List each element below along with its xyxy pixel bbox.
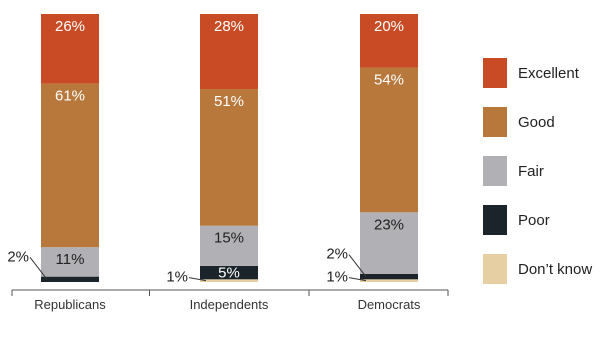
callout-line-democrats-don-t-know — [348, 277, 367, 282]
callout-label-republicans-poor: 2% — [7, 248, 29, 265]
bar-label-republicans-fair: 11% — [56, 251, 85, 268]
bar-labels-group: 11% 61% 26% 5% 15% 51% 28% 23% 54% 20% — [55, 18, 404, 281]
bar-segment-independents-poor — [200, 265, 258, 280]
category-label-independents: Independents — [190, 297, 269, 312]
bar-segment-republicans-poor — [41, 276, 99, 282]
callout-line-democrats-poor — [348, 254, 367, 277]
bar-segment-independents-don-t-know — [200, 279, 258, 282]
bar-segment-democrats-excellent — [360, 14, 418, 68]
legend-label-poor: Poor — [518, 212, 550, 229]
bar-segment-democrats-don-t-know — [360, 279, 418, 282]
bar-segment-democrats-good — [360, 67, 418, 213]
callout-label-democrats-poor: 2% — [326, 246, 348, 263]
bar-segment-independents-excellent — [200, 14, 258, 90]
bar-label-democrats-fair: 23% — [374, 216, 404, 233]
callouts-group: 2% 1% 1% 2% — [7, 246, 367, 286]
bar-label-republicans-good: 61% — [55, 88, 85, 105]
legend-label-fair: Fair — [518, 163, 544, 180]
legend-swatch-fair — [483, 156, 507, 186]
bar-segment-democrats-fair — [360, 212, 418, 274]
callout-line-independents-don-t-know — [188, 277, 207, 282]
bar-label-democrats-good: 54% — [374, 72, 404, 89]
callout-label-democrats-don-t-know: 1% — [326, 269, 348, 286]
legend-swatch-good — [483, 107, 507, 137]
bar-segment-republicans-good — [41, 83, 99, 248]
bar-label-democrats-excellent: 20% — [374, 18, 404, 35]
callout-label-independents-don-t-know: 1% — [166, 269, 188, 286]
bar-segment-independents-good — [200, 89, 258, 226]
legend-label-excellent: Excellent — [518, 65, 580, 82]
legend-swatch-poor — [483, 205, 507, 235]
category-label-democrats: Democrats — [358, 297, 421, 312]
legend: Excellent Good Fair Poor Don’t know — [483, 58, 592, 284]
category-label-republicans: Republicans — [34, 297, 106, 312]
bar-label-independents-fair: 15% — [214, 230, 244, 247]
bar-segment-republicans-excellent — [41, 14, 99, 84]
bar-segment-republicans-fair — [41, 247, 99, 277]
legend-label-good: Good — [518, 114, 555, 131]
bar-segment-democrats-poor — [360, 273, 418, 280]
bar-label-republicans-excellent: 26% — [55, 18, 85, 35]
x-axis: Republicans Independents Democrats — [11, 289, 449, 312]
legend-swatch-don-t-know — [483, 254, 507, 284]
legend-swatch-excellent — [483, 58, 507, 88]
callout-line-republicans-poor — [29, 257, 48, 280]
bar-label-independents-excellent: 28% — [214, 18, 244, 35]
legend-label-don-t-know: Don’t know — [518, 261, 592, 278]
bars-group — [41, 14, 418, 282]
bar-label-independents-poor: 5% — [218, 264, 240, 281]
bar-segment-independents-fair — [200, 225, 258, 266]
bar-label-independents-good: 51% — [214, 93, 244, 110]
